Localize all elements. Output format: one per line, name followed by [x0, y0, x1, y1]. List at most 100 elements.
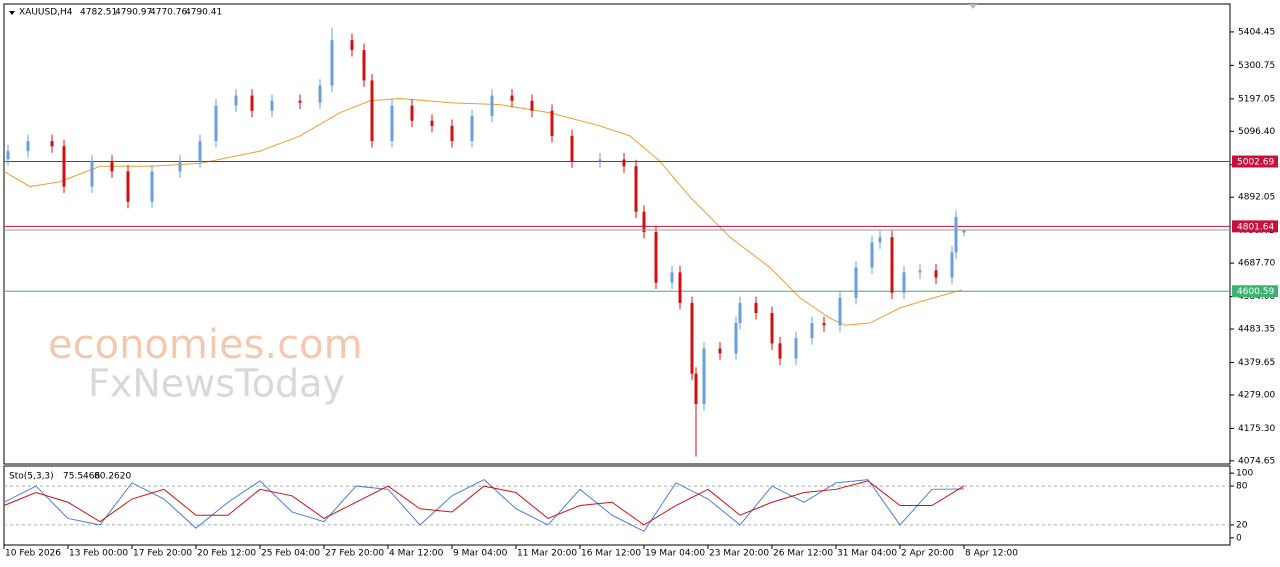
candle-body — [690, 303, 694, 374]
candle-body — [370, 80, 374, 142]
candle-body — [570, 135, 574, 162]
candle-body — [678, 272, 682, 304]
ohlc-value: 4782.51 — [80, 8, 117, 18]
watermark: FxNewsToday — [88, 362, 345, 406]
candle-body — [362, 50, 366, 81]
candle-body — [702, 348, 706, 404]
stoch-tick-label: 0 — [1236, 533, 1242, 543]
menu-arrow[interactable] — [9, 11, 15, 15]
candle-body — [794, 338, 798, 359]
candle-body — [430, 120, 434, 126]
ohlc-value: 4770.76 — [150, 8, 187, 18]
stoch-signal: 80.2620 — [94, 472, 131, 482]
y-tick-label: 5096.40 — [1238, 127, 1275, 137]
candle-body — [250, 95, 254, 111]
y-tick-label: 4892.05 — [1238, 193, 1275, 203]
candle-body — [470, 115, 474, 142]
watermark: economies.com — [48, 322, 363, 368]
ohlc-value: 4790.41 — [185, 8, 222, 18]
candle-body — [214, 105, 218, 142]
candle-body — [694, 373, 698, 404]
y-tick-label: 5300.75 — [1238, 61, 1275, 71]
candle-body — [770, 313, 774, 344]
candle-body — [234, 95, 238, 106]
candle-body — [810, 323, 814, 339]
candle-body — [270, 100, 274, 111]
x-tick-label: 31 Mar 04:00 — [837, 549, 897, 559]
candle-body — [950, 252, 954, 278]
candle-body — [738, 303, 742, 324]
candle-body — [878, 237, 882, 243]
candle-body — [62, 146, 66, 187]
candle-body — [870, 242, 874, 268]
x-tick-label: 17 Feb 20:00 — [133, 549, 192, 559]
price-tag-label: 5002.69 — [1237, 158, 1274, 168]
candle-body — [734, 323, 738, 354]
x-tick-label: 8 Apr 12:00 — [965, 549, 1018, 559]
y-tick-label: 4175.30 — [1238, 424, 1275, 434]
candle-body — [50, 141, 54, 147]
x-tick-label: 16 Mar 12:00 — [581, 549, 641, 559]
price-tag-label: 4600.59 — [1237, 287, 1274, 297]
candle-body — [390, 105, 394, 142]
y-tick-label: 5404.45 — [1238, 27, 1275, 37]
candle-body — [318, 85, 322, 103]
candle-body — [490, 95, 494, 116]
candle-body — [838, 297, 842, 326]
price-tag — [1232, 155, 1278, 168]
x-tick-label: 2 Apr 20:00 — [901, 549, 954, 559]
candle-body — [778, 343, 782, 359]
x-tick-label: 13 Feb 00:00 — [69, 549, 128, 559]
candle-body — [962, 229, 966, 233]
candle-body — [26, 141, 30, 152]
stoch-line — [3, 478, 965, 533]
price-tag — [1232, 285, 1278, 298]
candle-body — [6, 151, 10, 160]
x-tick-label: 20 Feb 12:00 — [197, 549, 256, 559]
candle-body — [822, 323, 826, 326]
candle-body — [530, 100, 534, 111]
main-panel — [3, 3, 1231, 465]
candle-body — [126, 171, 130, 202]
candle-body — [954, 216, 958, 253]
candle-body — [642, 211, 646, 233]
x-tick-label: 4 Mar 12:00 — [389, 549, 444, 559]
x-tick-label: 23 Mar 20:00 — [709, 549, 769, 559]
candle-body — [330, 40, 334, 86]
candle-body — [670, 272, 674, 283]
y-tick-label: 4074.65 — [1238, 456, 1275, 466]
stoch-main: 75.5466 — [63, 472, 100, 482]
candle-body — [718, 348, 722, 354]
candle-body — [622, 159, 626, 167]
stoch-line — [3, 480, 965, 526]
ohlc-value: 4790.97 — [115, 8, 152, 18]
candle-body — [198, 141, 202, 162]
stoch-tick-label: 80 — [1236, 482, 1248, 492]
stoch-tick-label: 100 — [1236, 469, 1253, 479]
stoch-name: Sto(5,3,3) — [9, 472, 54, 482]
candle-body — [410, 105, 414, 121]
x-tick-label: 11 Mar 20:00 — [517, 549, 577, 559]
candle-body — [510, 95, 514, 101]
candle-body — [178, 161, 182, 172]
candle-body — [890, 237, 894, 293]
candle-body — [854, 267, 858, 298]
y-tick-label: 4483.35 — [1238, 325, 1275, 335]
candle-body — [90, 161, 94, 187]
price-tag — [1232, 220, 1278, 233]
shift-marker — [969, 4, 977, 9]
candle-body — [934, 270, 938, 278]
x-tick-label: 25 Feb 04:00 — [261, 549, 320, 559]
candle-body — [298, 100, 302, 103]
candle-body — [918, 270, 922, 273]
x-tick-label: 19 Mar 04:00 — [645, 549, 705, 559]
candle-body — [550, 110, 554, 136]
price-tag-label: 4801.64 — [1237, 222, 1274, 232]
candle-body — [634, 166, 638, 212]
candle-body — [754, 303, 758, 314]
x-tick-label: 26 Mar 12:00 — [773, 549, 833, 559]
y-tick-label: 4279.00 — [1238, 390, 1275, 400]
candle-body — [598, 159, 602, 162]
symbol: XAUUSD,H4 — [19, 8, 73, 18]
